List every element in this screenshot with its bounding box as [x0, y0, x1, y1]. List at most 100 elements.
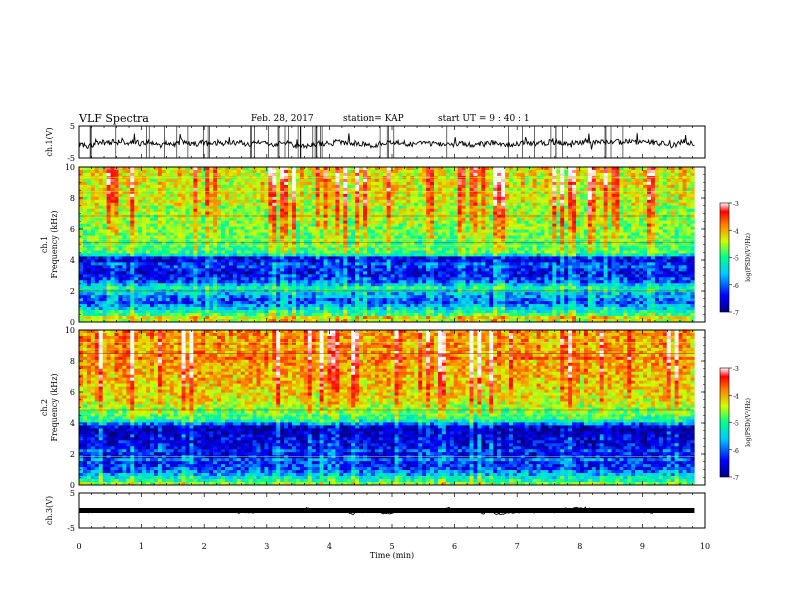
- spectrogram-cell: [662, 250, 668, 254]
- spectrogram-cell: [647, 184, 652, 189]
- spectrogram-cell: [579, 235, 585, 239]
- spectrogram-cell: [284, 187, 289, 192]
- spectrogram-cell: [686, 172, 691, 177]
- spectrogram-cell: [110, 259, 115, 263]
- spectrogram-cell: [126, 253, 131, 257]
- spectrogram-cell: [548, 208, 553, 213]
- spectrogram-cell: [106, 226, 111, 230]
- spectrogram-cell: [268, 241, 273, 245]
- spectrogram-cell: [86, 169, 92, 174]
- spectrogram-cell: [126, 229, 131, 233]
- spectrogram-cell: [228, 220, 234, 224]
- spectrogram-cell: [303, 178, 309, 183]
- spectrogram-cell: [473, 187, 478, 192]
- spectrogram-cell: [666, 187, 671, 192]
- spectrogram-cell: [524, 199, 529, 204]
- spectrogram-cell: [110, 187, 115, 192]
- spectrogram-cell: [256, 259, 261, 263]
- spectrogram-cell: [292, 214, 297, 218]
- spectrogram-cell: [86, 205, 92, 210]
- spectrogram-cell: [410, 205, 415, 210]
- spectrogram-cell: [583, 223, 589, 227]
- spectrogram-cell: [319, 211, 324, 215]
- spectrogram-cell: [666, 247, 671, 251]
- spectrogram-cell: [110, 199, 115, 204]
- spectrogram-cell: [193, 259, 198, 263]
- spectrogram-cell: [150, 190, 155, 195]
- spectrogram-cell: [157, 217, 163, 221]
- spectrogram-cell: [410, 193, 415, 198]
- spectrogram-cell: [209, 199, 214, 204]
- spectrogram-cell: [591, 235, 597, 239]
- spectrogram-cell: [437, 187, 443, 192]
- spectrogram-cell: [315, 202, 320, 207]
- spectrogram-cell: [607, 241, 612, 245]
- spectrogram-cell: [248, 205, 253, 210]
- spectrogram-cell: [469, 214, 474, 218]
- spectrogram-cell: [422, 181, 427, 186]
- spectrogram-cell: [505, 259, 510, 263]
- spectrogram-cell: [118, 247, 123, 251]
- spectrogram-cell: [146, 199, 151, 204]
- spectrogram-cell: [430, 250, 435, 254]
- spectrogram-cell: [461, 199, 466, 204]
- spectrogram-cell: [370, 214, 376, 218]
- spectrogram-cell: [256, 244, 261, 248]
- spectrogram-cell: [501, 238, 506, 242]
- spectrogram-cell: [169, 250, 174, 254]
- spectrogram-cell: [217, 211, 222, 215]
- spectrogram-cell: [327, 241, 332, 245]
- spectrogram-cell: [303, 226, 309, 230]
- spectrogram-cell: [213, 184, 218, 189]
- spectrogram-cell: [319, 178, 324, 183]
- spectrogram-cell: [686, 211, 691, 215]
- spectrogram-cell: [256, 241, 261, 245]
- spectrogram-cell: [347, 217, 352, 221]
- spectrogram-cell: [134, 256, 139, 260]
- spectrogram-cell: [150, 205, 155, 210]
- spectrogram-cell: [430, 226, 435, 230]
- spectrogram-cell: [319, 214, 324, 218]
- spectrogram-cell: [505, 244, 510, 248]
- spectrogram-cell: [169, 253, 174, 257]
- spectrogram-cell: [422, 184, 427, 189]
- spectrogram-cell: [378, 208, 384, 213]
- spectrogram-cell: [603, 232, 608, 236]
- spectrogram-cell: [153, 172, 159, 177]
- spectrogram-cell: [516, 238, 522, 242]
- spectrogram-cell: [236, 214, 242, 218]
- spectrogram-cell: [295, 238, 301, 242]
- spectrogram-cell: [473, 250, 478, 254]
- spectrogram-cell: [272, 256, 277, 260]
- spectrogram-cell: [122, 256, 127, 260]
- spectrogram-cell: [94, 178, 100, 183]
- spectrogram-cell: [181, 229, 186, 233]
- spectrogram-cell: [122, 247, 127, 251]
- spectrogram-cell: [583, 235, 589, 239]
- spectrogram-cell: [662, 211, 668, 215]
- spectrogram-cell: [284, 208, 289, 213]
- spectrogram-cell: [556, 167, 561, 171]
- spectrogram-cell: [591, 256, 597, 260]
- spectrogram-cell: [134, 184, 139, 189]
- spectrogram-cell: [315, 193, 320, 198]
- spectrogram-cell: [355, 178, 360, 183]
- spectrogram-cell: [343, 241, 348, 245]
- spectrogram-cell: [118, 187, 123, 192]
- spectrogram-cell: [217, 172, 222, 177]
- spectrogram-cell: [370, 181, 376, 186]
- spectrogram-cell: [540, 220, 545, 224]
- spectrogram-cell: [410, 250, 415, 254]
- spectrogram-cell: [497, 226, 502, 230]
- spectrogram-cell: [303, 211, 309, 215]
- spectrogram-cell: [197, 253, 202, 257]
- spectrogram-cell: [410, 232, 415, 236]
- spectrogram-cell: [473, 217, 478, 221]
- spectrogram-cell: [587, 190, 593, 195]
- spectrogram-cell: [307, 181, 313, 186]
- spectrogram-cell: [177, 232, 182, 236]
- spectrogram-cell: [193, 172, 198, 177]
- spectrogram-cell: [441, 223, 447, 227]
- spectrogram-cell: [90, 253, 96, 257]
- spectrogram-cell: [650, 259, 656, 263]
